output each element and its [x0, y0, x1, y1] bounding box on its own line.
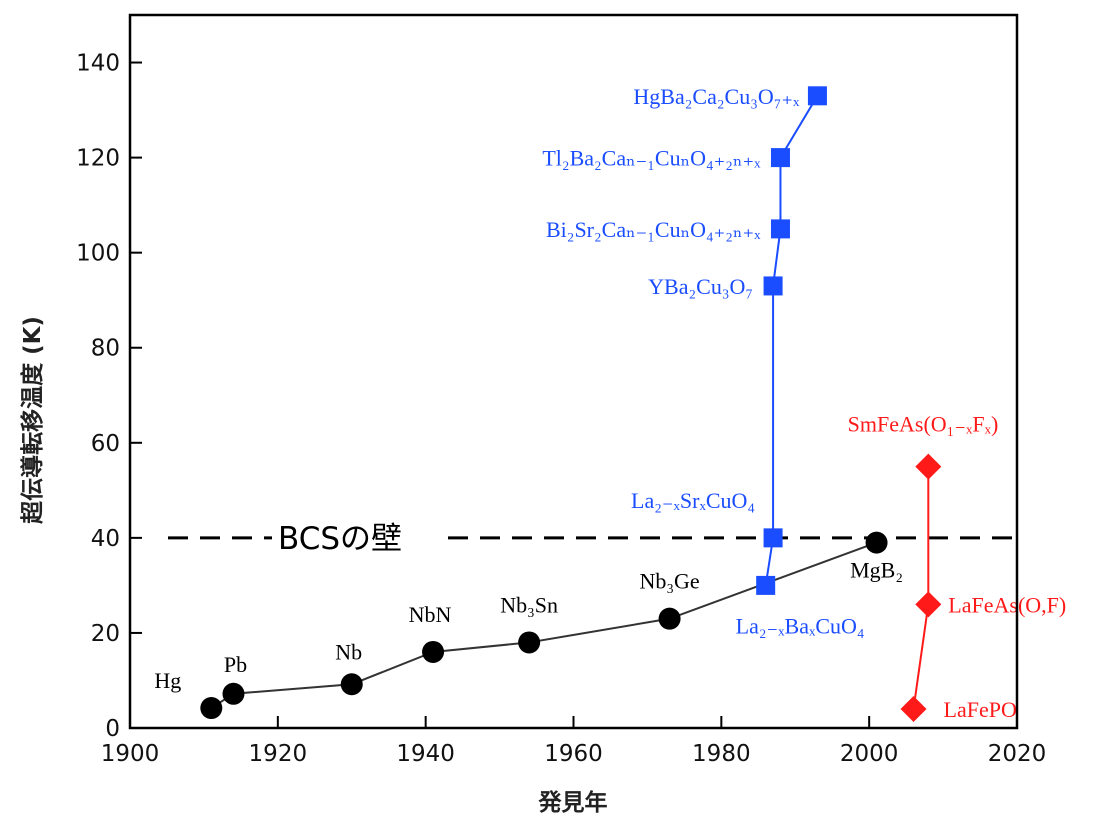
data-label: NbN — [409, 602, 452, 627]
data-label: Tl₂Ba₂Caₙ₋₁CuₙO₄₊₂ₙ₊ₓ — [542, 146, 761, 171]
data-label: Nb — [335, 639, 362, 664]
bcs-wall-label: BCSの壁 — [278, 521, 402, 557]
y-tick-label: 60 — [91, 431, 120, 457]
axes-layer: 1900 1920 1940 1960 1980 2000 2020 0 20 40 60 80 100… — [76, 13, 1047, 767]
data-label: La₂₋ₓBaₓCuO₄ — [736, 613, 865, 638]
data-label: La₂₋ₓSrₓCuO₄ — [631, 488, 755, 513]
y-tick-label: 140 — [76, 51, 120, 77]
data-label: LaFePO — [944, 697, 1017, 722]
y-tick-label: 120 — [76, 146, 120, 172]
x-tick-label: 2000 — [840, 741, 899, 767]
point-labels-layer: Hg Pb Nb NbN Nb₃Sn Nb₃Ge MgB₂ La₂₋ₓBaₓCuO₄ La₂₋ₓ… — [154, 84, 1066, 722]
x-tick-label: 1960 — [544, 741, 603, 767]
y-tick-label: 0 — [105, 716, 120, 742]
data-label: SmFeAs(O₁₋ₓFₓ) — [848, 412, 999, 437]
data-label: Bi₂Sr₂Caₙ₋₁CuₙO₄₊₂ₙ₊ₓ — [546, 217, 761, 242]
y-tick-label: 80 — [91, 336, 120, 362]
x-axis-title: 発見年 — [538, 789, 608, 816]
data-point — [422, 640, 445, 663]
marks-layer — [200, 86, 942, 722]
data-point — [658, 607, 681, 630]
data-point — [763, 528, 783, 548]
series-line — [912, 466, 930, 710]
x-tick-label: 1920 — [249, 741, 308, 767]
x-tick-label: 1900 — [101, 741, 160, 767]
data-point — [900, 695, 927, 722]
x-tick-label: 2020 — [988, 741, 1047, 767]
data-label: Nb₃Ge — [639, 569, 699, 594]
x-tick-label: 1940 — [396, 741, 455, 767]
data-point — [915, 453, 942, 480]
y-axis-title: 超伝導転移温度 (K) — [20, 316, 46, 524]
data-point — [518, 631, 541, 654]
y-tick-label: 100 — [76, 241, 120, 267]
data-label: Pb — [224, 652, 247, 677]
data-label: Hg — [154, 668, 181, 693]
data-point — [340, 673, 363, 696]
data-point — [807, 86, 827, 106]
data-label: YBa₂Cu₃O₇ — [648, 274, 753, 299]
x-tick-label: 1980 — [692, 741, 751, 767]
data-label: LaFeAs(O,F) — [948, 592, 1066, 617]
data-point — [915, 591, 942, 618]
data-point — [865, 531, 888, 554]
data-point — [763, 276, 783, 296]
data-label: Nb₃Sn — [500, 592, 558, 617]
y-tick-label: 40 — [91, 526, 120, 552]
series-line — [764, 95, 819, 586]
data-point — [200, 697, 223, 720]
data-point — [770, 148, 790, 168]
y-tick-label: 20 — [91, 621, 120, 647]
data-label: MgB₂ — [850, 558, 903, 583]
data-point — [770, 219, 790, 239]
data-point — [222, 682, 245, 705]
data-point — [756, 575, 776, 595]
data-label: HgBa₂Ca₂Cu₃O₇₊ₓ — [633, 84, 800, 109]
reference-line-layer: BCSの壁 — [168, 521, 1017, 557]
plot-frame — [128, 13, 1019, 730]
